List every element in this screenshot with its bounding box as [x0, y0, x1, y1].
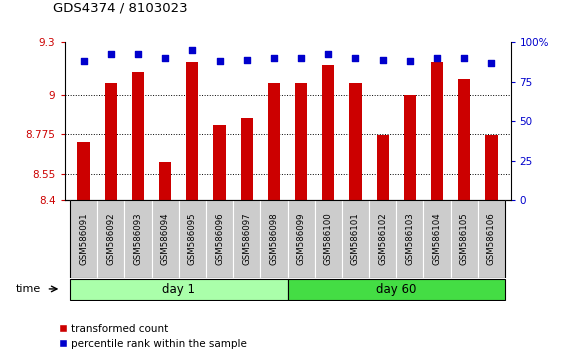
Bar — [350, 83, 362, 200]
Text: GSM586097: GSM586097 — [242, 213, 251, 265]
Point — [378, 57, 387, 63]
Bar — [485, 135, 498, 200]
Text: GSM586103: GSM586103 — [406, 212, 415, 266]
Text: GSM586099: GSM586099 — [297, 213, 306, 265]
Point — [487, 60, 496, 66]
Bar — [458, 79, 470, 200]
Bar — [241, 118, 253, 200]
Text: GSM586105: GSM586105 — [460, 212, 469, 266]
Legend: transformed count, percentile rank within the sample: transformed count, percentile rank withi… — [58, 324, 247, 349]
Bar — [288, 279, 505, 300]
Bar — [431, 62, 443, 200]
Text: GSM586093: GSM586093 — [134, 213, 142, 265]
Bar — [424, 200, 450, 278]
Text: GSM586101: GSM586101 — [351, 212, 360, 266]
Bar — [77, 142, 90, 200]
Text: GDS4374 / 8103023: GDS4374 / 8103023 — [53, 1, 188, 14]
Bar — [396, 200, 424, 278]
Bar — [97, 200, 125, 278]
Point — [406, 58, 415, 64]
Point — [460, 55, 469, 61]
Text: GSM586096: GSM586096 — [215, 213, 224, 265]
Bar — [315, 200, 342, 278]
Text: GSM586104: GSM586104 — [433, 212, 442, 266]
Bar — [132, 72, 144, 200]
Bar — [159, 161, 171, 200]
Text: day 1: day 1 — [162, 283, 195, 296]
Bar — [151, 200, 179, 278]
Bar — [288, 200, 315, 278]
Point — [79, 58, 88, 64]
Point — [269, 55, 278, 61]
Point — [106, 51, 115, 56]
Point — [215, 58, 224, 64]
Bar — [125, 200, 151, 278]
Text: GSM586095: GSM586095 — [188, 213, 197, 265]
Bar — [322, 65, 334, 200]
Bar — [105, 83, 117, 200]
Bar — [404, 95, 416, 200]
Bar — [260, 200, 288, 278]
Point — [134, 51, 142, 56]
Bar — [70, 200, 97, 278]
Bar — [186, 62, 199, 200]
Text: day 60: day 60 — [376, 283, 416, 296]
Point — [242, 57, 251, 63]
Point — [160, 55, 169, 61]
Text: GSM586100: GSM586100 — [324, 212, 333, 266]
Text: GSM586094: GSM586094 — [160, 213, 169, 265]
Bar — [478, 200, 505, 278]
Text: GSM586091: GSM586091 — [79, 213, 88, 265]
Bar — [206, 200, 233, 278]
Bar — [376, 135, 389, 200]
Text: GSM586098: GSM586098 — [269, 213, 278, 265]
Text: GSM586102: GSM586102 — [378, 212, 387, 266]
Bar — [70, 279, 288, 300]
Bar — [213, 125, 226, 200]
Bar — [268, 83, 280, 200]
Bar — [450, 200, 478, 278]
Bar — [342, 200, 369, 278]
Point — [351, 55, 360, 61]
Bar — [369, 200, 396, 278]
Bar — [233, 200, 260, 278]
Text: GSM586106: GSM586106 — [487, 212, 496, 266]
Point — [188, 47, 197, 53]
Point — [433, 55, 442, 61]
Text: time: time — [16, 284, 42, 294]
Point — [297, 55, 306, 61]
Text: GSM586092: GSM586092 — [106, 213, 115, 265]
Bar — [295, 83, 307, 200]
Point — [324, 51, 333, 56]
Bar — [179, 200, 206, 278]
